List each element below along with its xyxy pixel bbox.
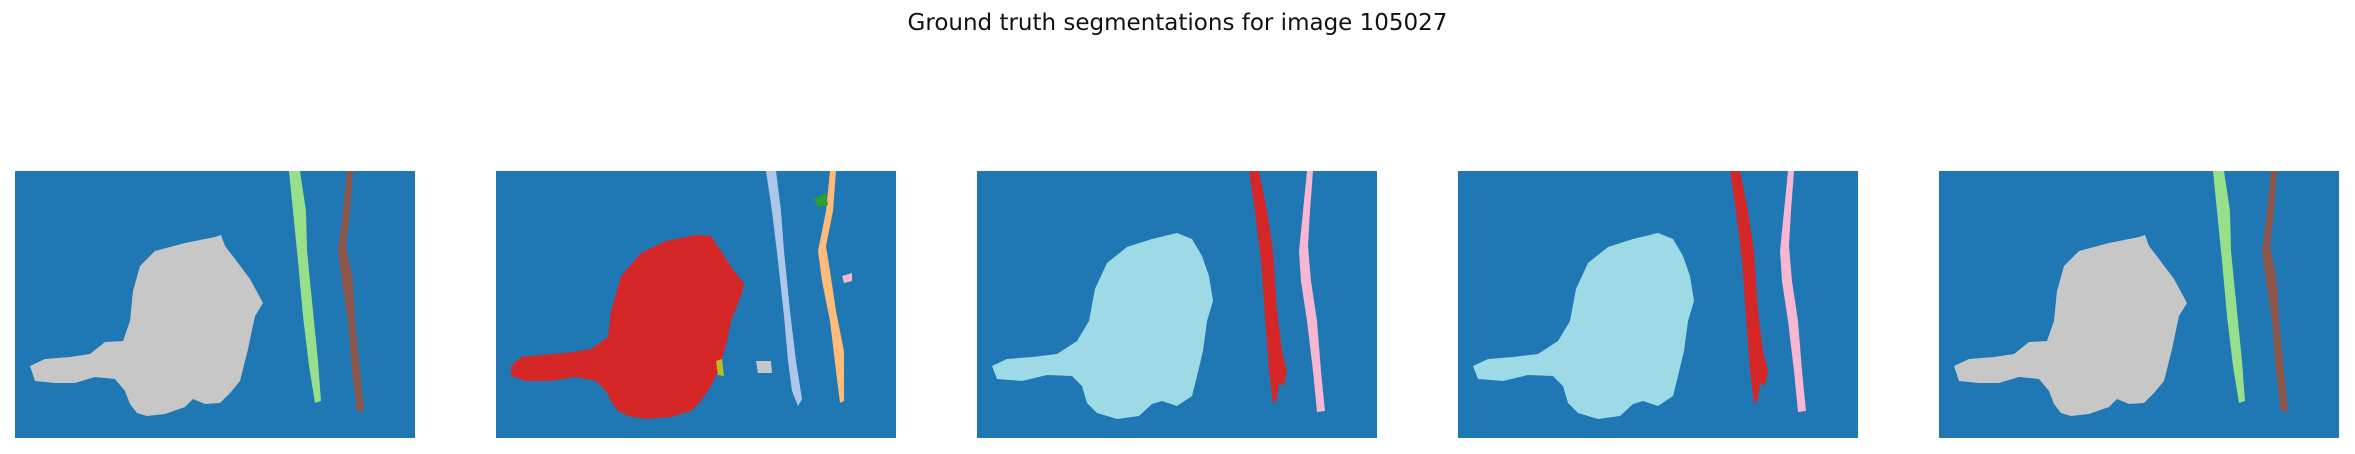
stem-region-pink xyxy=(1299,171,1325,412)
stem-region-pink xyxy=(1780,171,1806,412)
stem-region-brown xyxy=(338,171,364,412)
cat-region xyxy=(1954,235,2187,416)
segmentation-panel-2 xyxy=(496,171,896,438)
segmentation-image-3 xyxy=(977,171,1377,438)
figure-title: Ground truth segmentations for image 105… xyxy=(907,10,1448,36)
stem-region-red xyxy=(1249,171,1287,404)
stem-region-red xyxy=(1730,171,1768,404)
stem-region-brown xyxy=(2262,171,2288,412)
segmentation-panel-1 xyxy=(15,171,415,438)
segmentation-panel-4 xyxy=(1458,171,1858,438)
segmentation-image-4 xyxy=(1458,171,1858,438)
cat-region xyxy=(1473,233,1694,419)
small-region-pink xyxy=(842,273,852,283)
small-region-olive xyxy=(716,359,724,376)
small-region-gray xyxy=(756,361,772,373)
stem-region-light-blue xyxy=(766,171,802,406)
stem-region-orange xyxy=(818,171,844,403)
segmentation-image-1 xyxy=(15,171,415,438)
cat-region xyxy=(30,235,263,416)
segmentation-image-5 xyxy=(1939,171,2339,438)
stem-region-green xyxy=(289,171,321,403)
segmentation-panel-5 xyxy=(1939,171,2339,438)
cat-region xyxy=(992,233,1213,419)
leaf-region-dark-green xyxy=(814,193,828,207)
segmentation-image-2 xyxy=(496,171,896,438)
segmentation-panel-3 xyxy=(977,171,1377,438)
cat-region xyxy=(511,235,744,419)
stem-region-green xyxy=(2213,171,2245,403)
